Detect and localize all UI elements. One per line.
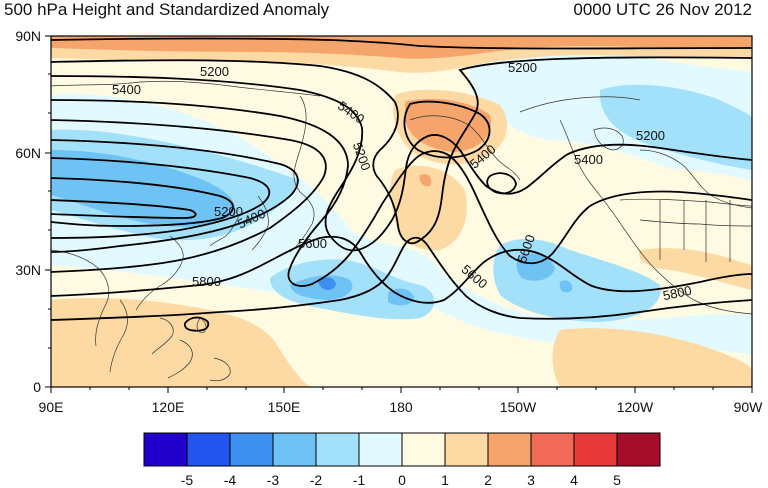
contour-label: 5600 <box>298 236 327 251</box>
colorbar-swatch <box>616 432 661 467</box>
colorbar-label: 5 <box>613 472 621 488</box>
coastlines <box>51 80 752 382</box>
contour-label: 5200 <box>214 204 243 219</box>
colorbar-label: -1 <box>353 472 366 488</box>
colorbar-swatch <box>315 432 360 467</box>
colorbar-label: 2 <box>484 472 492 488</box>
lon-label-90w: 90W <box>734 399 764 415</box>
height-contours <box>51 37 752 332</box>
colorbar-label: 0 <box>398 472 406 488</box>
colorbar-swatch <box>272 432 317 467</box>
colorbar-label: -2 <box>310 472 323 488</box>
lon-label-90e: 90E <box>39 399 64 415</box>
lat-label-60n: 60N <box>15 145 41 161</box>
lon-label-120w: 120W <box>617 399 654 415</box>
anomaly-shading <box>51 36 752 387</box>
latitude-labels: 90N 60N 30N 0 <box>15 28 41 395</box>
colorbar-label: 3 <box>527 472 535 488</box>
lon-label-150e: 150E <box>268 399 301 415</box>
colorbar-label: 1 <box>441 472 449 488</box>
colorbar: -5 -4 -3 -2 -1 0 1 2 3 4 5 <box>143 432 661 488</box>
lon-label-150w: 150W <box>500 399 537 415</box>
colorbar-swatch <box>186 432 231 467</box>
colorbar-swatch <box>487 432 532 467</box>
colorbar-label: -3 <box>267 472 280 488</box>
contour-label: 5200 <box>636 128 665 143</box>
contour-label: 5800 <box>662 283 693 304</box>
colorbar-swatch <box>444 432 489 467</box>
axis-ticks <box>45 35 753 393</box>
colorbar-swatch <box>358 432 403 467</box>
colorbar-label: -4 <box>224 472 237 488</box>
lon-label-180: 180 <box>389 399 413 415</box>
colorbar-swatch <box>573 432 618 467</box>
colorbar-swatch <box>143 432 188 467</box>
colorbar-label: 4 <box>570 472 578 488</box>
colorbar-label: -5 <box>181 472 194 488</box>
lat-label-90n: 90N <box>15 28 41 44</box>
contour-label: 5400 <box>574 152 603 167</box>
contour-label: 5200 <box>200 64 229 79</box>
colorbar-swatch <box>530 432 575 467</box>
colorbar-swatch <box>401 432 446 467</box>
contour-label: 5800 <box>192 274 221 289</box>
lat-label-30n: 30N <box>15 262 41 278</box>
contour-label: 5200 <box>508 60 537 75</box>
lat-label-equator: 0 <box>33 379 41 395</box>
longitude-labels: 90E 120E 150E 180 150W 120W 90W <box>39 399 764 415</box>
colorbar-swatch <box>229 432 274 467</box>
valid-time: 0000 UTC 26 Nov 2012 <box>573 0 752 19</box>
map-title: 500 hPa Height and Standardized Anomaly <box>4 0 330 19</box>
lon-label-120e: 120E <box>152 399 185 415</box>
contour-label: 5400 <box>112 82 141 97</box>
